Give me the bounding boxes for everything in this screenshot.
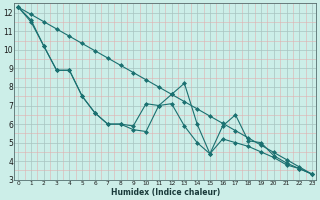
X-axis label: Humidex (Indice chaleur): Humidex (Indice chaleur): [111, 188, 220, 197]
